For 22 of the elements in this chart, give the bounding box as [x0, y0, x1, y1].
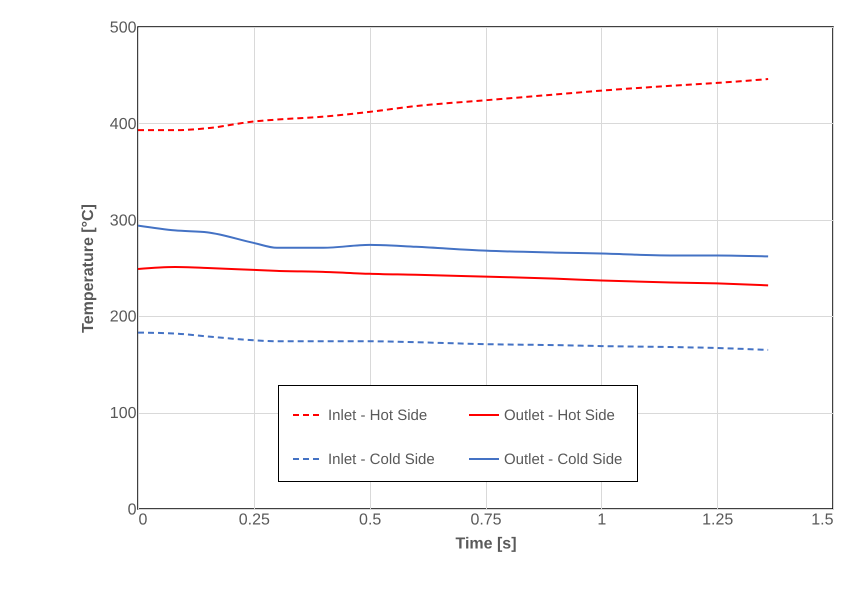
x-axis-title: Time [s]: [455, 536, 517, 552]
y-tick-label: 200: [110, 308, 137, 326]
line-series: [137, 78, 770, 132]
y-tick-label: 500: [110, 20, 137, 36]
y-tick-label: 100: [110, 405, 137, 422]
legend-label: Outlet - Cold Side: [504, 451, 622, 468]
legend-label: Inlet - Cold Side: [328, 451, 435, 468]
legend-label: Inlet - Hot Side: [328, 407, 428, 424]
y-tick-label: 300: [110, 212, 137, 230]
y-tick-label: 400: [110, 116, 137, 133]
x-tick-label: 0.75: [470, 512, 502, 528]
x-tick-label: 1.25: [702, 512, 734, 528]
x-tick-label: 0: [138, 512, 148, 528]
x-tick-label: 1.5: [811, 512, 834, 528]
x-tick-label: 0.5: [359, 512, 382, 528]
line-series: [137, 266, 770, 286]
legend-label: Outlet - Hot Side: [504, 407, 615, 424]
line-series: [137, 332, 770, 351]
y-axis-title: Temperature [°C]: [80, 204, 97, 333]
x-tick-label: 1: [597, 512, 606, 528]
line-series: [137, 224, 770, 258]
x-tick-label: 0.25: [238, 512, 270, 528]
